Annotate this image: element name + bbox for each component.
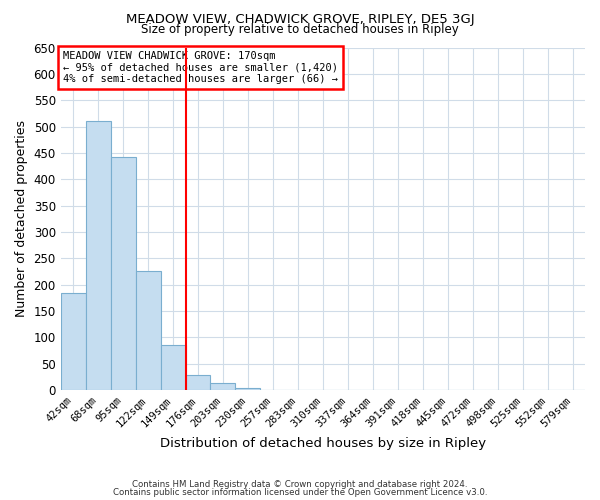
Bar (235, 388, 260, 390)
Bar (110, 156, 136, 390)
X-axis label: Distribution of detached houses by size in Ripley: Distribution of detached houses by size … (160, 437, 486, 450)
Bar (86, 122, 110, 390)
Text: MEADOW VIEW, CHADWICK GROVE, RIPLEY, DE5 3GJ: MEADOW VIEW, CHADWICK GROVE, RIPLEY, DE5… (125, 12, 475, 26)
Y-axis label: Number of detached properties: Number of detached properties (15, 120, 28, 318)
Bar (136, 270, 161, 390)
Bar (161, 346, 185, 390)
Bar (211, 383, 235, 390)
Text: Contains public sector information licensed under the Open Government Licence v3: Contains public sector information licen… (113, 488, 487, 497)
Text: Contains HM Land Registry data © Crown copyright and database right 2024.: Contains HM Land Registry data © Crown c… (132, 480, 468, 489)
Text: MEADOW VIEW CHADWICK GROVE: 170sqm
← 95% of detached houses are smaller (1,420)
: MEADOW VIEW CHADWICK GROVE: 170sqm ← 95%… (63, 51, 338, 84)
Text: Size of property relative to detached houses in Ripley: Size of property relative to detached ho… (141, 22, 459, 36)
Bar (61, 292, 86, 390)
Bar (185, 375, 211, 390)
